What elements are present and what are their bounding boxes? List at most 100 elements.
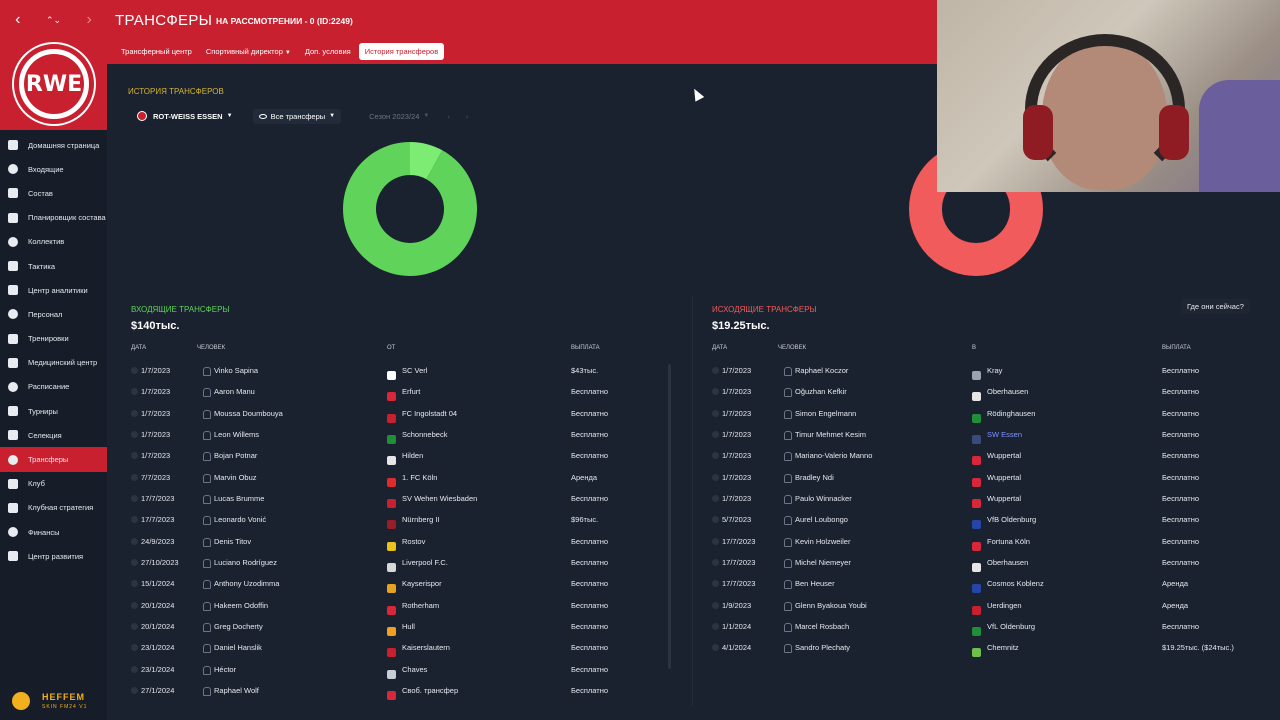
cell-club[interactable]: Chaves	[387, 665, 427, 679]
cell-person[interactable]: Raphael Wolf	[203, 686, 259, 697]
cell-club[interactable]: Erfurt	[387, 387, 420, 402]
cell-person[interactable]: Mariano-Valerio Manno	[784, 451, 872, 462]
cell-club[interactable]: Uerdingen	[972, 601, 1022, 615]
table-row[interactable]: 1/7/2023 Leon Willems Schonnebeck Бесплатно	[131, 425, 671, 446]
prev-season-icon[interactable]: ‹	[447, 111, 450, 121]
table-row[interactable]: 1/7/2023 Simon Engelmann Rödinghausen Беспл…	[712, 404, 1257, 425]
table-row[interactable]: 5/7/2023 Aurel Loubongo VfB Oldenburg Беспл…	[712, 510, 1257, 531]
cell-club[interactable]: Rotherham	[387, 601, 439, 615]
cell-club[interactable]: Wuppertal	[972, 494, 1021, 509]
cell-club[interactable]: Kayserispor	[387, 579, 442, 594]
cell-club[interactable]: Hull	[387, 622, 415, 637]
table-row[interactable]: 20/1/2024 Hakeem Odoffin Rotherham Бесплатн…	[131, 596, 671, 617]
cell-person[interactable]: Marvin Obuz	[203, 473, 257, 483]
cell-person[interactable]: Timur Mehmet Kesim	[784, 430, 866, 441]
cell-person[interactable]: Bradley Ndi	[784, 473, 834, 483]
where-now-button[interactable]: Где они сейчас?	[1181, 299, 1250, 314]
cell-person[interactable]: Aurel Loubongo	[784, 515, 848, 526]
cell-person[interactable]: Raphael Koczor	[784, 366, 848, 376]
cell-club[interactable]: FC Ingolstadt 04	[387, 409, 457, 423]
column-header-date[interactable]: ДАТА	[712, 345, 728, 351]
table-row[interactable]: 17/7/2023 Lucas Brumme SV Wehen Wiesbaden Б…	[131, 489, 671, 510]
sidebar-item-tactics[interactable]: Тактика	[0, 254, 107, 278]
sidebar-item-development[interactable]: Центр развития	[0, 544, 107, 568]
sidebar-item-analytics[interactable]: Центр аналитики	[0, 278, 107, 302]
cell-club[interactable]: VfB Oldenburg	[972, 515, 1036, 530]
club-filter[interactable]: ROT-WEISS ESSEN ▼	[137, 111, 233, 121]
cell-club[interactable]: Kaiserslautern	[387, 643, 450, 658]
cell-person[interactable]: Vinko Sapina	[203, 366, 258, 376]
cell-club[interactable]: Chemnitz	[972, 643, 1019, 658]
cell-club[interactable]: Kray	[972, 366, 1002, 380]
sidebar-item-calendar[interactable]: Расписание	[0, 375, 107, 399]
cell-person[interactable]: Moussa Doumbouya	[203, 409, 283, 419]
cell-club[interactable]: Cosmos Koblenz	[972, 579, 1044, 594]
table-row[interactable]: 1/7/2023 Bojan Potnar Hilden Бесплатно	[131, 446, 671, 467]
table-row[interactable]: 1/7/2023 Moussa Doumbouya FC Ingolstadt 04…	[131, 404, 671, 425]
table-row[interactable]: 1/7/2023 Mariano-Valerio Manno Wuppertal Бе…	[712, 446, 1257, 467]
column-header-fee[interactable]: ВЫПЛАТА	[571, 345, 600, 351]
cell-club[interactable]: Fortuna Köln	[972, 537, 1030, 551]
cell-person[interactable]: Greg Docherty	[203, 622, 263, 633]
table-row[interactable]: 20/1/2024 Greg Docherty Hull Бесплатно	[131, 617, 671, 638]
table-row[interactable]: 1/7/2023 Aaron Manu Erfurt Бесплатно	[131, 382, 671, 403]
cell-person[interactable]: Oğuzhan Kefkir	[784, 387, 847, 398]
table-row[interactable]: 24/9/2023 Denis Titov Rostov Бесплатно	[131, 532, 671, 553]
table-row[interactable]: 17/7/2023 Ben Heuser Cosmos Koblenz Аренда	[712, 574, 1257, 595]
sidebar-item-binoculars[interactable]: Селекция	[0, 423, 107, 447]
cell-club[interactable]: SW Essen	[972, 430, 1022, 445]
sidebar-item-medical[interactable]: Медицинский центр	[0, 351, 107, 375]
table-row[interactable]: 15/1/2024 Anthony Uzodimma Kayserispor Бесп…	[131, 574, 671, 595]
cell-person[interactable]: Paulo Winnacker	[784, 494, 852, 505]
cell-club[interactable]: Wuppertal	[972, 473, 1021, 487]
table-row[interactable]: 1/9/2023 Glenn Byakoua Youbi Uerdingen Арен…	[712, 596, 1257, 617]
cell-club[interactable]: Liverpool F.C.	[387, 558, 448, 573]
cell-person[interactable]: Marcel Rosbach	[784, 622, 849, 633]
table-row[interactable]: 1/7/2023 Paulo Winnacker Wuppertal Бесплатн…	[712, 489, 1257, 510]
table-row[interactable]: 1/7/2023 Timur Mehmet Kesim SW Essen Беспла…	[712, 425, 1257, 446]
season-filter[interactable]: Сезон 2023/24 ▼	[369, 112, 429, 121]
cell-person[interactable]: Simon Engelmann	[784, 409, 856, 419]
sidebar-item-mail[interactable]: Входящие	[0, 157, 107, 181]
sidebar-item-trophy[interactable]: Турниры	[0, 399, 107, 423]
cell-club[interactable]: 1. FC Köln	[387, 473, 437, 487]
tab-1[interactable]: Спортивный директор ▼	[200, 43, 297, 60]
cell-person[interactable]: Denis Titov	[203, 537, 251, 547]
next-season-icon[interactable]: ›	[465, 111, 469, 121]
table-row[interactable]: 27/10/2023 Luciano Rodríguez Liverpool F.C…	[131, 553, 671, 574]
incoming-slice-1[interactable]	[343, 142, 477, 276]
tab-0[interactable]: Трансферный центр	[115, 43, 198, 60]
cell-person[interactable]: Hakeem Odoffin	[203, 601, 268, 611]
column-header-date[interactable]: ДАТА	[131, 345, 147, 351]
cell-club[interactable]: Hilden	[387, 451, 423, 466]
cell-person[interactable]: Bojan Potnar	[203, 451, 257, 462]
table-row[interactable]: 17/7/2023 Kevin Holzweiler Fortuna Köln Бес…	[712, 532, 1257, 553]
incoming-scrollbar[interactable]	[668, 364, 671, 669]
cell-person[interactable]: Leon Willems	[203, 430, 259, 441]
back-arrow-icon[interactable]: ‹	[15, 11, 21, 28]
sidebar-item-group[interactable]: Коллектив	[0, 230, 107, 254]
tab-3[interactable]: История трансферов	[358, 43, 445, 60]
transfer-type-filter[interactable]: Все трансферы ▼	[252, 108, 342, 124]
table-row[interactable]: 27/1/2024 Raphael Wolf Своб. трансфер Беспл…	[131, 681, 671, 702]
table-row[interactable]: 17/7/2023 Michel Niemeyer Oberhausen Беспла…	[712, 553, 1257, 574]
cell-club[interactable]: VfL Oldenburg	[972, 622, 1035, 637]
cell-person[interactable]: Luciano Rodríguez	[203, 558, 277, 569]
table-row[interactable]: 1/7/2023 Vinko Sapina SC Verl $43тыс.	[131, 361, 671, 382]
cell-person[interactable]: Daniel Hanslik	[203, 643, 262, 654]
table-row[interactable]: 17/7/2023 Leonardo Vonić Nürnberg II $96тыс…	[131, 510, 671, 531]
table-row[interactable]: 1/7/2023 Bradley Ndi Wuppertal Бесплатно	[712, 468, 1257, 489]
incoming-slice-0[interactable]	[410, 142, 443, 180]
cell-club[interactable]: Oberhausen	[972, 558, 1028, 573]
sidebar-item-home[interactable]: Домашняя страница	[0, 133, 107, 157]
table-row[interactable]: 23/1/2024 Héctor Chaves Бесплатно	[131, 660, 671, 681]
sidebar-item-staff[interactable]: Персонал	[0, 302, 107, 326]
cell-club[interactable]: Rödinghausen	[972, 409, 1035, 423]
column-header-person[interactable]: ЧЕЛОВЕК	[778, 345, 807, 351]
cell-club[interactable]: Своб. трансфер	[387, 686, 458, 701]
cell-person[interactable]: Héctor	[203, 665, 236, 675]
table-row[interactable]: 4/1/2024 Sandro Plechaty Chemnitz $19.25тыс…	[712, 638, 1257, 659]
cell-person[interactable]: Glenn Byakoua Youbi	[784, 601, 867, 611]
sidebar-item-shield[interactable]: Клуб	[0, 472, 107, 496]
sidebar-item-strategy[interactable]: Клубная стратегия	[0, 496, 107, 520]
